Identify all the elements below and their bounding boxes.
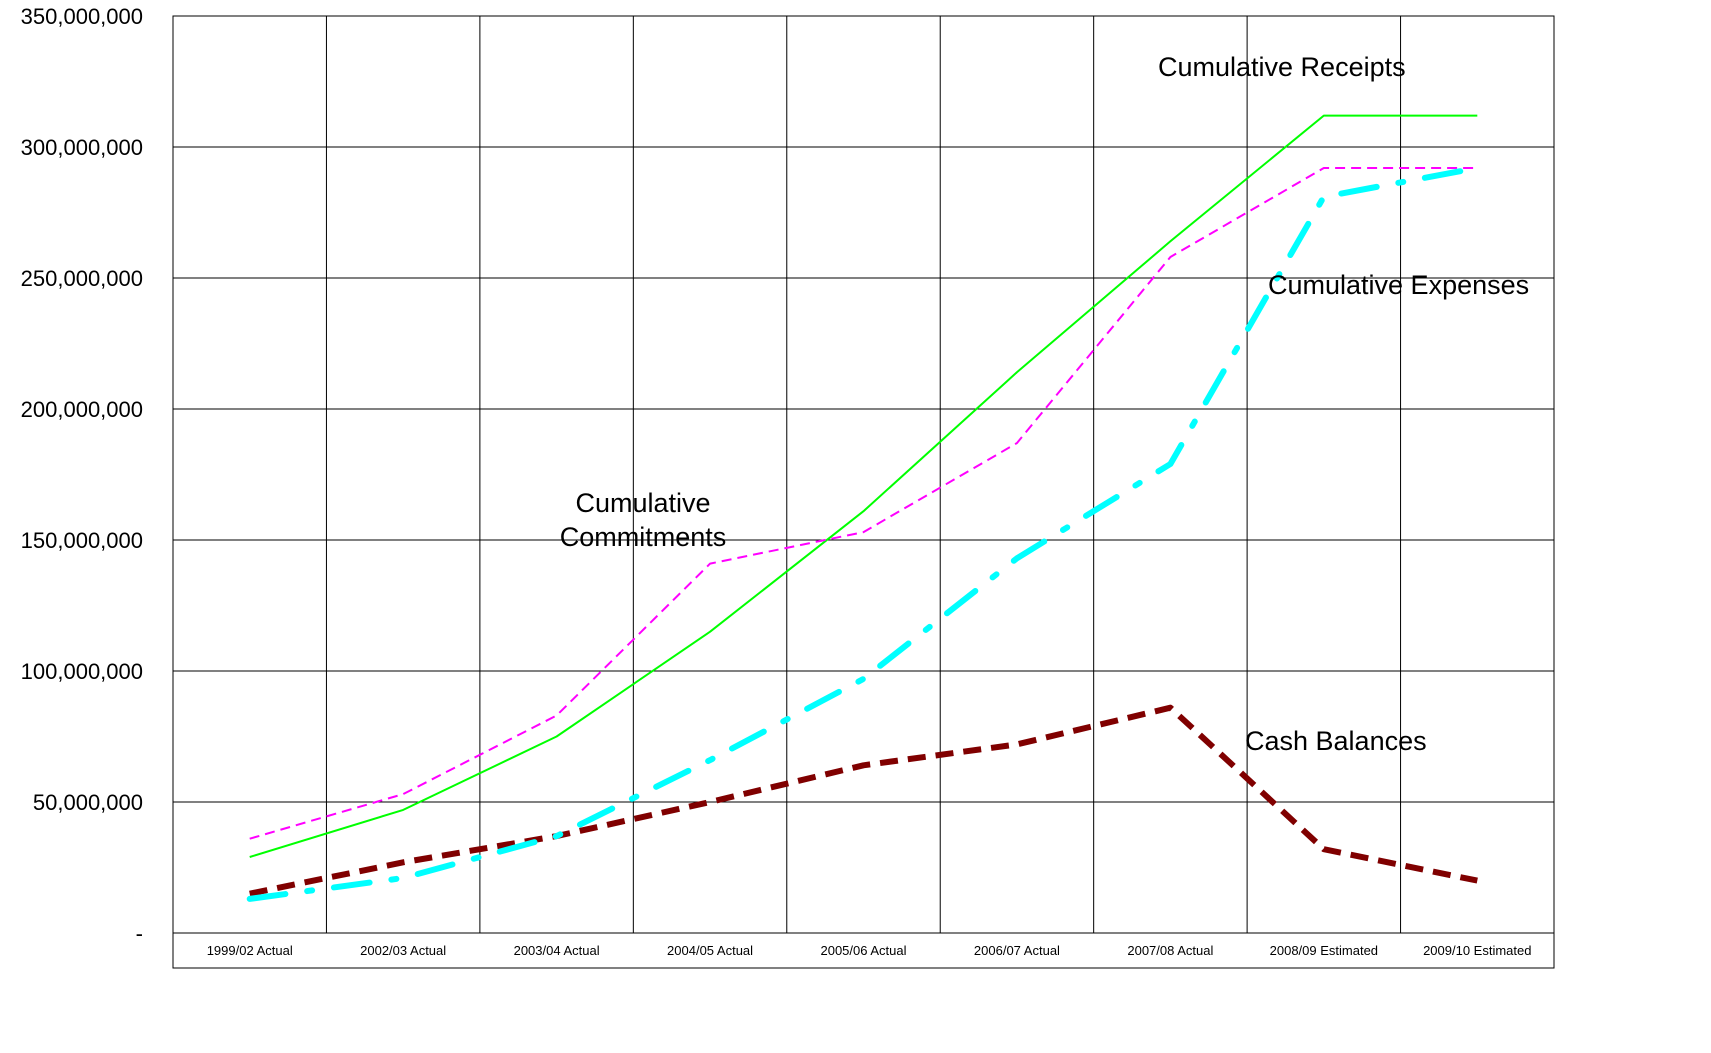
x-axis-label-row [172,932,1555,969]
y-tick-label: 250,000,000 [21,266,143,291]
y-tick-label: 150,000,000 [21,528,143,553]
x-axis-label-box [172,932,1555,969]
x-axis-tick-labels: 1999/02 Actual 2002/03 Actual 2003/04 Actu… [207,943,1532,958]
plot-area [172,15,1555,934]
series-line-cash [249,704,1478,897]
annotation-receipts: Cumulative Receipts [1158,52,1406,82]
y-tick-label: 100,000,000 [21,659,143,684]
x-tick-label: 2008/09 Estimated [1270,943,1378,958]
gridlines [173,16,1554,968]
x-tick-label: 2007/08 Actual [1127,943,1213,958]
x-tick-label: 2009/10 Estimated [1423,943,1531,958]
x-tick-label: 2005/06 Actual [820,943,906,958]
y-tick-label: - [136,921,143,946]
series-line-commitments [249,167,1478,840]
annotation-commitments-line2: Commitments [560,522,727,552]
series-lines [246,114,1481,902]
y-tick-label: 50,000,000 [33,790,143,815]
series-line-expenses [246,165,1481,902]
series-line-receipts [249,114,1478,858]
x-tick-label: 2002/03 Actual [360,943,446,958]
y-tick-label: 350,000,000 [21,4,143,29]
y-axis-tick-labels: - 50,000,000 100,000,000 150,000,000 200,000… [21,4,143,946]
y-tick-label: 200,000,000 [21,397,143,422]
x-tick-label: 2004/05 Actual [667,943,753,958]
annotation-expenses: Cumulative Expenses [1268,270,1529,300]
y-tick-label: 300,000,000 [21,135,143,160]
annotation-cash: Cash Balances [1245,726,1427,756]
x-tick-label: 2006/07 Actual [974,943,1060,958]
annotations: Cumulative Receipts Cumulative Expenses … [560,52,1529,756]
x-tick-label: 1999/02 Actual [207,943,293,958]
x-tick-label: 2003/04 Actual [514,943,600,958]
annotation-commitments-line1: Cumulative [575,488,710,518]
